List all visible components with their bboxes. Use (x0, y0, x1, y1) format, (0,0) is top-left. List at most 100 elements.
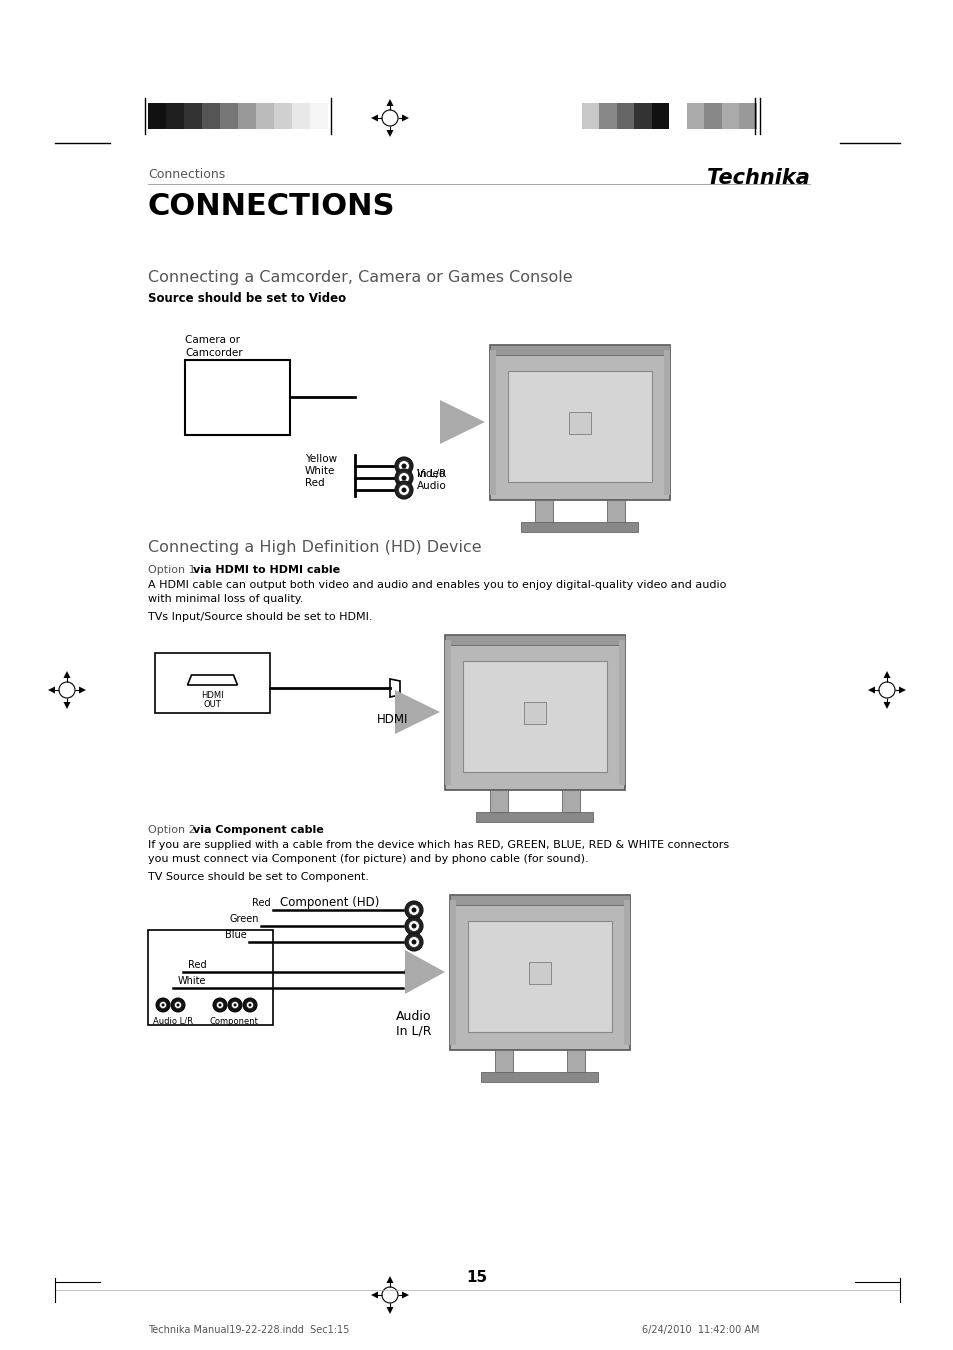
Bar (606, 500, 624, 522)
Bar (148, 103, 166, 130)
Text: Technika: Technika (706, 167, 809, 188)
Text: Blue: Blue (225, 930, 247, 940)
Bar (686, 103, 703, 130)
Circle shape (395, 458, 413, 475)
Text: 6/24/2010  11:42:00 AM: 6/24/2010 11:42:00 AM (641, 1324, 760, 1335)
Bar (185, 360, 290, 435)
Circle shape (398, 485, 409, 495)
Text: If you are supplied with a cable from the device which has RED, GREEN, BLUE, RED: If you are supplied with a cable from th… (148, 840, 728, 850)
Bar (535, 500, 553, 522)
Text: Green: Green (230, 914, 258, 923)
Bar (521, 522, 638, 532)
Polygon shape (395, 690, 439, 734)
Text: Connecting a Camcorder, Camera or Games Console: Connecting a Camcorder, Camera or Games … (148, 270, 572, 285)
Text: Option 2 ·: Option 2 · (148, 825, 206, 836)
Circle shape (411, 907, 416, 913)
Circle shape (408, 967, 419, 977)
Circle shape (408, 904, 419, 915)
Bar (450, 900, 456, 1045)
Text: with minimal loss of quality.: with minimal loss of quality. (148, 594, 303, 603)
Circle shape (405, 963, 422, 981)
Circle shape (411, 969, 416, 975)
Polygon shape (882, 702, 889, 709)
Circle shape (156, 998, 170, 1012)
Text: In L/R: In L/R (395, 1025, 432, 1037)
Circle shape (401, 475, 406, 481)
Text: In L/R: In L/R (416, 468, 446, 479)
Polygon shape (405, 950, 444, 994)
Bar (468, 921, 612, 1031)
Bar (721, 103, 739, 130)
Circle shape (405, 900, 422, 919)
Polygon shape (867, 687, 874, 694)
Text: Red: Red (188, 960, 207, 971)
Polygon shape (64, 671, 71, 678)
Bar (166, 103, 184, 130)
Polygon shape (882, 671, 889, 678)
Bar (310, 103, 328, 130)
Text: TV Source should be set to Component.: TV Source should be set to Component. (148, 872, 369, 882)
Bar (529, 961, 551, 984)
Bar (490, 346, 669, 500)
Bar (237, 103, 255, 130)
Text: via Component cable: via Component cable (193, 825, 323, 836)
Bar (274, 103, 292, 130)
Polygon shape (898, 687, 905, 694)
Bar (255, 103, 274, 130)
Polygon shape (48, 687, 55, 694)
Bar (292, 103, 310, 130)
Circle shape (401, 487, 406, 493)
Circle shape (405, 917, 422, 936)
Text: Audio: Audio (395, 1010, 432, 1023)
Circle shape (176, 1003, 179, 1007)
Circle shape (408, 937, 419, 948)
Circle shape (395, 481, 413, 500)
Polygon shape (386, 130, 393, 136)
Bar (568, 412, 590, 433)
Text: HDMI: HDMI (377, 713, 408, 726)
Text: Option 1 ·: Option 1 · (148, 566, 206, 575)
Bar (566, 1050, 584, 1072)
Circle shape (246, 1002, 253, 1008)
Bar (618, 640, 624, 784)
Text: HDMI: HDMI (201, 691, 224, 701)
Circle shape (216, 1002, 223, 1008)
Circle shape (232, 1002, 238, 1008)
Circle shape (228, 998, 242, 1012)
Bar (617, 103, 634, 130)
Circle shape (171, 998, 185, 1012)
Bar (561, 790, 579, 811)
Circle shape (159, 1002, 167, 1008)
Text: Audio: Audio (416, 481, 446, 491)
Text: you must connect via Component (for picture) and by phono cable (for sound).: you must connect via Component (for pict… (148, 855, 588, 864)
Polygon shape (371, 1292, 377, 1299)
Text: Camera or: Camera or (185, 335, 240, 346)
Text: A HDMI cable can output both video and audio and enables you to enjoy digital-qu: A HDMI cable can output both video and a… (148, 580, 725, 590)
Bar (220, 103, 237, 130)
Bar (490, 346, 669, 355)
Bar (476, 811, 593, 822)
Text: White: White (305, 466, 335, 477)
Text: Red: Red (253, 898, 271, 909)
Polygon shape (386, 1276, 393, 1282)
Text: Camcorder: Camcorder (185, 348, 242, 358)
Bar (184, 103, 202, 130)
Text: Source should be set to Video: Source should be set to Video (148, 292, 346, 305)
Polygon shape (439, 400, 484, 444)
Text: OUT: OUT (203, 701, 221, 709)
Circle shape (401, 463, 406, 468)
Text: Red: Red (305, 478, 324, 487)
Bar (523, 702, 545, 724)
Text: CONNECTIONS: CONNECTIONS (148, 192, 395, 221)
Circle shape (408, 921, 419, 931)
Text: 15: 15 (466, 1270, 487, 1285)
Bar (739, 103, 757, 130)
Text: Technika Manual19-22-228.indd  Sec1:15: Technika Manual19-22-228.indd Sec1:15 (148, 1324, 349, 1335)
Circle shape (395, 468, 413, 487)
Text: Connections: Connections (148, 167, 225, 181)
Circle shape (233, 1003, 236, 1007)
Bar (444, 634, 624, 790)
Bar (623, 900, 629, 1045)
Circle shape (398, 472, 409, 483)
Circle shape (411, 923, 416, 929)
